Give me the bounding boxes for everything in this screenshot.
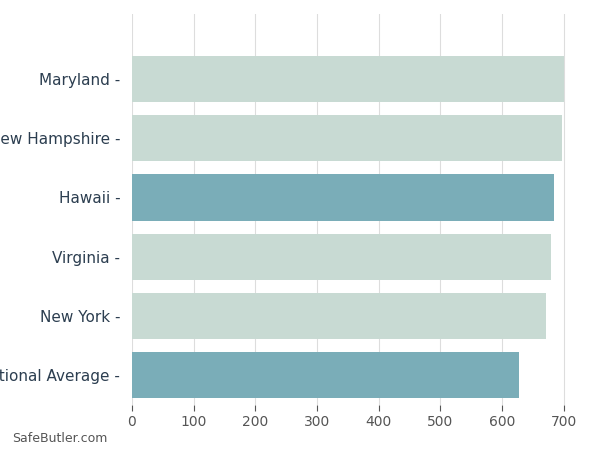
Text: SafeButler.com: SafeButler.com [12, 432, 107, 446]
Bar [132, 234, 551, 280]
Bar [132, 352, 519, 399]
Bar [132, 115, 562, 161]
Bar [132, 293, 546, 339]
Bar [132, 56, 563, 102]
Bar [132, 174, 554, 220]
